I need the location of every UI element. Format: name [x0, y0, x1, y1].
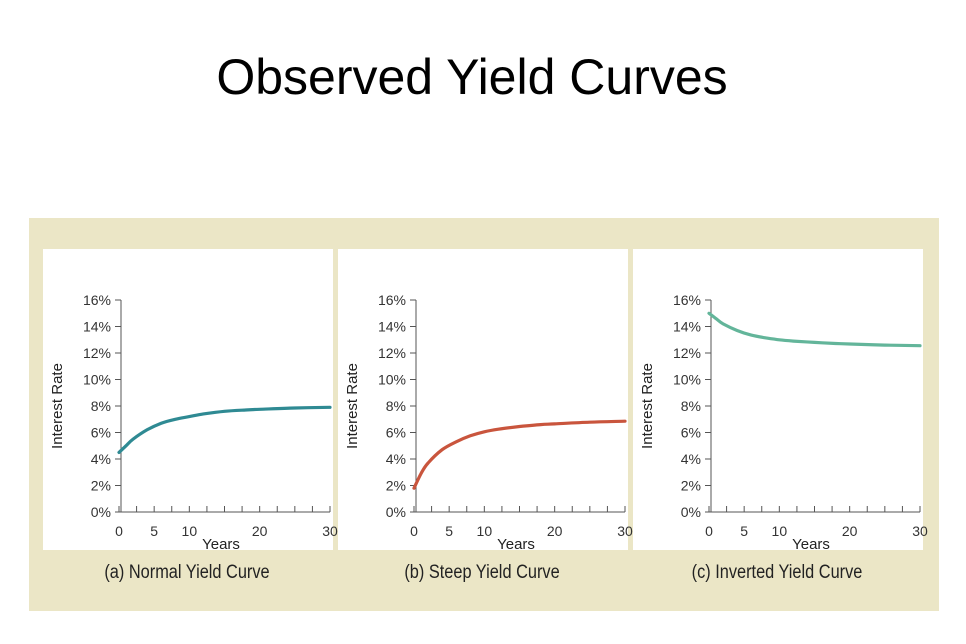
normal-y-tick-label: 14%: [83, 319, 111, 335]
normal-y-axis-title: Interest Rate: [49, 363, 66, 449]
steep-yield-chart-svg: 0% 2% 4% 6% 8% 10% 12% 14% 16% 0 5 10 20 30 Years Inter…: [344, 292, 633, 553]
inverted-x-tick-label: 5: [740, 523, 748, 539]
normal-y-tick-label: 0%: [91, 504, 111, 520]
inverted-y-tick-label: 8%: [681, 398, 701, 414]
normal-y-tick-label: 12%: [83, 345, 111, 361]
normal-y-tick-label: 6%: [91, 425, 111, 441]
figure-panel: 0% 2% 4% 6% 8% 10% 12% 14% 16% 0 5 10 20 30 Years Inter…: [29, 218, 939, 611]
steep-x-tick-label: 30: [617, 523, 633, 539]
inverted-y-tick-label: 6%: [681, 425, 701, 441]
steep-yield-chart: 0% 2% 4% 6% 8% 10% 12% 14% 16% 0 5 10 20 30 Years Inter…: [338, 249, 633, 553]
inverted-y-tick-label: 16%: [673, 292, 701, 308]
steep-yield-curve-line: [412, 419, 627, 490]
normal-yield-curve-line: [117, 405, 332, 454]
steep-y-tick-label: 2%: [386, 478, 406, 494]
normal-x-tick-label: 30: [322, 523, 338, 539]
steep-x-tick-label: 20: [547, 523, 563, 539]
normal-y-tick-label: 8%: [91, 398, 111, 414]
inverted-y-tick-label: 2%: [681, 478, 701, 494]
normal-yield-chart-svg: 0% 2% 4% 6% 8% 10% 12% 14% 16% 0 5 10 20 30 Years Inter…: [49, 292, 338, 553]
steep-x-tick-label: 10: [477, 523, 493, 539]
steep-y-tick-label: 10%: [378, 372, 406, 388]
normal-x-tick-label: 0: [115, 523, 123, 539]
normal-x-tick-label: 20: [252, 523, 268, 539]
inverted-y-axis-title: Interest Rate: [639, 363, 656, 449]
normal-x-tick-label: 10: [182, 523, 198, 539]
inverted-x-tick-label: 30: [912, 523, 928, 539]
inverted-y-tick-label: 0%: [681, 504, 701, 520]
inverted-x-tick-label: 20: [842, 523, 858, 539]
inverted-x-tick-label: 10: [772, 523, 788, 539]
steep-x-axis-title: Years: [497, 536, 535, 553]
inverted-x-tick-label: 0: [705, 523, 713, 539]
steep-x-tick-label: 0: [410, 523, 418, 539]
inverted-yield-caption: (c) Inverted Yield Curve: [691, 562, 863, 583]
slide-title: Observed Yield Curves: [216, 49, 728, 105]
steep-y-tick-label: 4%: [386, 451, 406, 467]
inverted-yield-curve-line: [707, 311, 922, 348]
normal-y-tick-label: 4%: [91, 451, 111, 467]
steep-y-tick-label: 6%: [386, 425, 406, 441]
inverted-y-tick-label: 14%: [673, 319, 701, 335]
normal-yield-chart: 0% 2% 4% 6% 8% 10% 12% 14% 16% 0 5 10 20 30 Years Inter…: [43, 249, 338, 553]
normal-x-tick-label: 5: [150, 523, 158, 539]
steep-yield-caption: (b) Steep Yield Curve: [404, 562, 560, 583]
inverted-y-tick-label: 4%: [681, 451, 701, 467]
inverted-y-tick-label: 12%: [673, 345, 701, 361]
inverted-yield-chart-svg: 0% 2% 4% 6% 8% 10% 12% 14% 16% 0 5 10 20 30 Years Inter…: [639, 292, 928, 553]
steep-y-tick-label: 14%: [378, 319, 406, 335]
inverted-yield-chart: 0% 2% 4% 6% 8% 10% 12% 14% 16% 0 5 10 20 30 Years Inter…: [633, 249, 928, 553]
steep-y-tick-label: 8%: [386, 398, 406, 414]
normal-yield-caption: (a) Normal Yield Curve: [104, 562, 270, 583]
steep-y-axis-title: Interest Rate: [344, 363, 361, 449]
normal-y-tick-label: 10%: [83, 372, 111, 388]
inverted-y-tick-label: 10%: [673, 372, 701, 388]
normal-y-tick-label: 2%: [91, 478, 111, 494]
normal-y-tick-label: 16%: [83, 292, 111, 308]
normal-x-axis-title: Years: [202, 536, 240, 553]
steep-x-tick-label: 5: [445, 523, 453, 539]
inverted-x-axis-title: Years: [792, 536, 830, 553]
steep-y-tick-label: 0%: [386, 504, 406, 520]
steep-y-tick-label: 12%: [378, 345, 406, 361]
steep-y-tick-label: 16%: [378, 292, 406, 308]
